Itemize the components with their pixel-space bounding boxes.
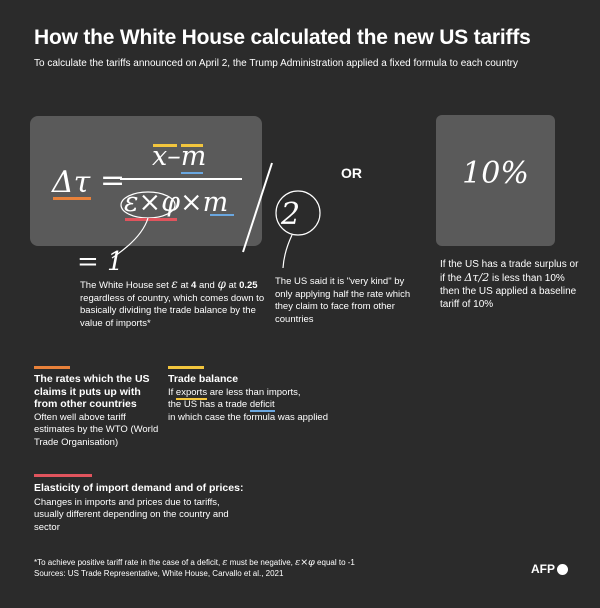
m-underline-yellow: [181, 144, 203, 147]
yellow-legend-bar: [168, 366, 204, 369]
note-baseline: If the US has a trade surplus or if the …: [440, 259, 579, 310]
phi-symbol: φ: [217, 277, 226, 291]
denominator: ε×φ×m: [124, 187, 228, 218]
divide-slash: [242, 162, 273, 253]
footnote: *To achieve positive tariff rate in the …: [34, 557, 514, 579]
divisor-circle: [275, 190, 321, 236]
epsilon-symbol: ε: [171, 277, 178, 291]
note-parameter-values: The White House set ε at 4 and φ at 0.25…: [80, 277, 265, 329]
divisor-pointer: [282, 234, 293, 269]
or-label: OR: [341, 165, 362, 181]
footnote-deficit: *To achieve positive tariff rate in the …: [34, 557, 355, 568]
elasticity-body: Changes in imports and prices due to tar…: [34, 496, 229, 533]
sources: Sources: US Trade Representative, White …: [34, 569, 284, 578]
baseline-tariff: 10%: [462, 156, 529, 191]
baseline-box: [436, 115, 555, 246]
orange-legend-bar: [34, 366, 70, 369]
delta-tau-underline: [53, 197, 91, 200]
red-legend-bar: [34, 474, 92, 477]
equals-sign: =: [100, 163, 125, 198]
section-rates: The rates which the US claims it puts up…: [34, 373, 159, 449]
note-very-kind: The US said it is "very kind" by only ap…: [275, 276, 411, 325]
section-elasticity: Elasticity of import demand and of price…: [34, 482, 244, 534]
trade-line3: in which case the formula was applied: [168, 411, 329, 423]
trade-line1: If exports are less than imports,: [168, 386, 301, 400]
trade-title: Trade balance: [168, 373, 239, 385]
page-title: How the White House calculated the new U…: [34, 26, 531, 49]
afp-logo-dot-icon: [557, 563, 568, 575]
pointer-line: [111, 217, 149, 259]
page-subtitle: To calculate the tariffs announced on Ap…: [34, 58, 518, 69]
exports-word: exports: [175, 386, 208, 400]
trade-line2: the US has a trade deficit: [168, 399, 275, 412]
section-trade-balance: Trade balance If exports are less than i…: [168, 373, 368, 424]
delta-tau-half: Δτ/2: [464, 271, 490, 284]
m2-underline-blue: [210, 214, 234, 216]
m-underline-blue: [181, 172, 203, 174]
afp-logo: AFP: [531, 562, 568, 576]
equals-one: = 1: [77, 247, 124, 277]
divisor-two: 2: [280, 197, 300, 232]
x-underline-yellow: [153, 144, 177, 147]
elasticity-title: Elasticity of import demand and of price…: [34, 482, 244, 494]
deficit-word: deficit: [249, 399, 275, 412]
delta-tau-symbol: Δτ: [51, 165, 91, 200]
rates-title: The rates which the US claims it puts up…: [34, 373, 150, 410]
fraction-bar: [120, 178, 242, 180]
rates-body: Often well above tariff estimates by the…: [34, 411, 159, 448]
elasticity-underline: [125, 218, 177, 221]
